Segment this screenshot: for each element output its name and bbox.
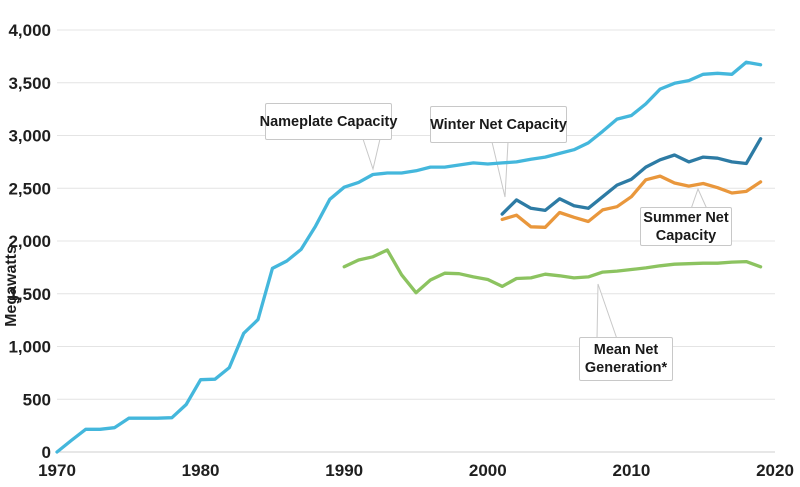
winter-net-capacity-line <box>500 137 763 216</box>
summer-net-capacity-callout-label-line2: Capacity <box>655 227 717 244</box>
x-tick-1970: 1970 <box>38 461 76 480</box>
y-tick-2-000: 2,000 <box>8 232 51 251</box>
x-tick-2020: 2020 <box>756 461 794 480</box>
y-tick-1-000: 1,000 <box>8 338 51 357</box>
mean-net-generation-line <box>342 248 763 295</box>
nameplate-callout-pointer <box>362 138 381 171</box>
summer-net-capacity-callout-label-line1: Summer Net <box>643 209 729 226</box>
y-tick-500: 500 <box>23 390 51 409</box>
y-axis-title: Megawatts <box>3 245 20 327</box>
summer-callout-pointer <box>690 187 708 210</box>
x-tick-2000: 2000 <box>469 461 507 480</box>
y-tick-3-000: 3,000 <box>8 127 51 146</box>
mean-callout-pointer <box>596 283 618 340</box>
y-tick-2-500: 2,500 <box>8 179 51 198</box>
winter-net-capacity-callout: Winter Net Capacity <box>430 106 567 143</box>
nameplate-capacity-line <box>55 60 763 454</box>
x-tick-2010: 2010 <box>612 461 650 480</box>
y-tick-1-500: 1,500 <box>8 285 51 304</box>
mean-net-generation-callout: Mean Net Generation* <box>579 337 673 381</box>
winter-net-capacity-callout-label: Winter Net Capacity <box>430 116 567 133</box>
summer-net-capacity-line <box>500 174 763 229</box>
series-lines <box>55 60 763 454</box>
nameplate-capacity-callout-label: Nameplate Capacity <box>259 113 398 130</box>
y-tick-4-000: 4,000 <box>8 21 51 40</box>
summer-net-capacity-callout: Summer Net Capacity <box>640 207 732 246</box>
mean-net-generation-callout-label-line2: Generation* <box>584 360 668 376</box>
y-axis-tick-labels: 0 500 1,000 1,500 2,000 2,500 3,000 3,500 4,000 <box>8 21 51 462</box>
y-tick-0: 0 <box>42 443 51 462</box>
nameplate-capacity-callout: Nameplate Capacity <box>260 103 397 140</box>
y-gridlines <box>57 29 775 453</box>
y-tick-3-500: 3,500 <box>8 74 51 93</box>
mean-net-generation-callout-label-line1: Mean Net <box>593 342 659 358</box>
x-tick-1980: 1980 <box>182 461 220 480</box>
x-axis-tick-labels: 1970 1980 1990 2000 2010 2020 <box>38 461 794 480</box>
x-tick-1990: 1990 <box>325 461 363 480</box>
